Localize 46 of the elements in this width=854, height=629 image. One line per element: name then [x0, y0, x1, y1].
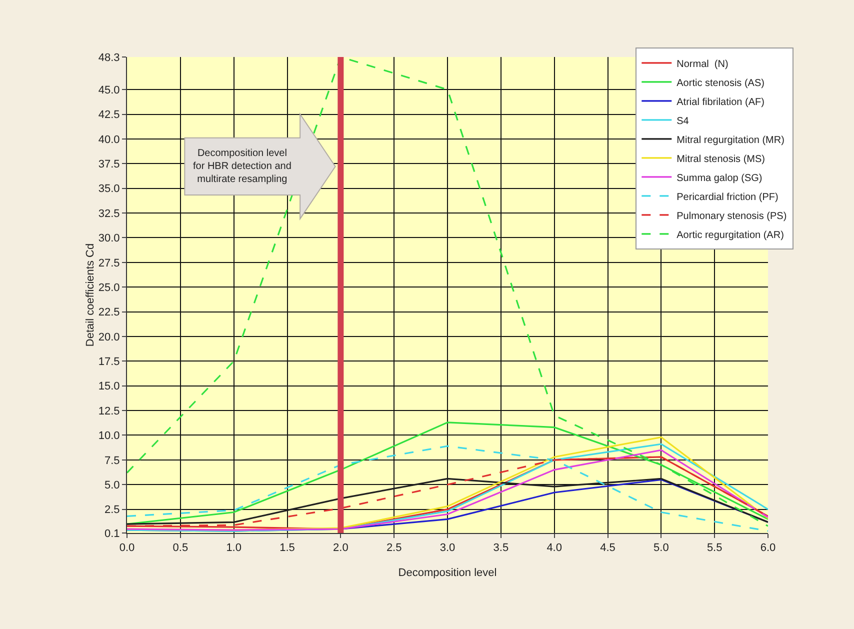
x-tick-label: 1.0: [226, 542, 242, 554]
annotation: Decomposition level for HBR detection and multirate resampling: [193, 148, 292, 185]
x-tick-label: 1.5: [280, 542, 295, 554]
y-axis-title: Detail coefficients Cd: [84, 243, 96, 347]
y-tick-label: 15.0: [98, 380, 120, 393]
x-axis-title: Decomposition level: [398, 567, 497, 579]
y-tick-label: 22.5: [98, 306, 120, 319]
x-tick-label: 4.5: [600, 542, 616, 554]
x-tick-label: 3.0: [440, 542, 456, 554]
y-tick-label: 30.0: [98, 232, 120, 245]
x-tick-label: 0.5: [172, 542, 188, 554]
legend-label: Normal (N): [676, 58, 728, 70]
x-tick-label: 0.0: [119, 542, 135, 554]
y-tick-label: 48.3: [98, 52, 120, 64]
y-tick-label: 12.5: [98, 405, 120, 418]
x-tick-label: 5.5: [706, 542, 722, 554]
x-tick-label: 4.0: [546, 542, 562, 554]
legend-label: Summa galop (SG): [676, 172, 762, 184]
legend-label: S4: [676, 116, 690, 127]
y-tick-label: 7.5: [104, 454, 120, 467]
y-tick-label: 17.5: [98, 356, 120, 368]
y-tick-label: 10.0: [98, 430, 120, 442]
y-tick-label: 45.0: [98, 84, 120, 96]
legend-label: Mitral stenosis (MS): [676, 154, 765, 165]
y-tick-label: 25.0: [98, 282, 120, 294]
legend-label: Aortic stenosis (AS): [676, 78, 764, 89]
y-tick-label: 27.5: [98, 257, 120, 270]
legend-label: Aortic regurgitation (AR): [676, 230, 784, 241]
x-tick-label: 6.0: [760, 542, 776, 554]
y-tick-label: 42.5: [98, 109, 120, 122]
x-tick-label: 5.0: [654, 542, 669, 554]
y-tick-label: 35.0: [98, 183, 120, 196]
x-tick-label: 2.5: [386, 542, 402, 554]
legend-label: Pericardial friction (PF): [676, 192, 778, 203]
y-tick-label: 37.5: [98, 158, 120, 171]
y-tick-label: 40.0: [98, 134, 120, 146]
y-tick-label: 20.0: [98, 331, 120, 344]
y-tick-label: 5.0: [104, 479, 120, 492]
y-tick-label: 0.1: [104, 528, 120, 540]
legend-label: Mitral regurgitation (MR): [676, 134, 784, 146]
y-tick-label: 2.5: [104, 504, 120, 516]
y-tick-label: 32.5: [98, 208, 120, 220]
legend-label: Pulmonary stenosis (PS): [676, 210, 787, 222]
x-tick-label: 3.5: [493, 542, 509, 554]
legend-label: Atrial fibrilation (AF): [676, 96, 764, 108]
x-tick-label: 2.0: [333, 542, 348, 554]
